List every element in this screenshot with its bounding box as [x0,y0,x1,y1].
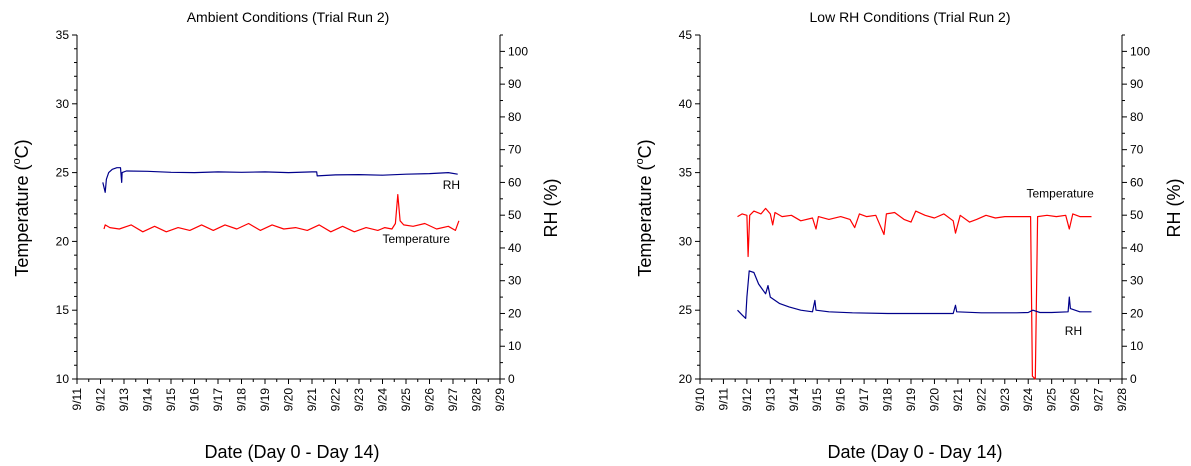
x-tick-label: 9/18 [881,388,895,412]
y-right-tick-label: 70 [508,143,522,157]
x-tick-label: 9/29 [493,388,507,412]
x-tick-label: 9/12 [94,388,108,412]
y-axis-label-left-main: Temperature ( [635,165,655,277]
x-tick-label: 9/19 [258,388,272,412]
x-tick-label: 9/27 [1092,388,1106,412]
x-tick-label: 9/21 [305,388,319,412]
x-tick-label: 9/22 [974,388,988,412]
chart-title: Low RH Conditions (Trial Run 2) [810,9,1011,25]
y-right-tick-label: 60 [1130,175,1144,189]
series-annotation: RH [1065,324,1082,338]
y-right-tick-label: 30 [1130,274,1144,288]
plot-frame [699,35,1123,380]
x-tick-label: 9/25 [399,388,413,412]
x-tick-label: 9/24 [1021,388,1035,412]
x-axis-label: Date (Day 0 - Day 14) [204,442,379,462]
y-right-tick-label: 20 [1130,306,1144,320]
x-tick-label: 9/22 [329,388,343,412]
y-left-tick-label: 30 [56,97,70,111]
x-tick-label: 9/16 [188,388,202,412]
x-tick-label: 9/14 [787,388,801,412]
y-right-tick-label: 100 [508,44,528,58]
y-right-tick-label: 10 [1130,339,1144,353]
x-tick-label: 9/23 [352,388,366,412]
y-left-tick-label: 30 [679,234,693,248]
y-right-tick-label: 0 [1130,372,1137,386]
x-tick-label: 9/13 [117,388,131,412]
x-tick-label: 9/12 [740,388,754,412]
series-annotation: Temperature [1026,186,1094,200]
series-line-rh [737,270,1092,319]
x-tick-label: 9/21 [951,388,965,412]
x-tick-label: 9/11 [70,388,84,411]
series-line-rh [102,167,458,193]
x-tick-label: 9/13 [763,388,777,412]
y-axis-label-right: RH (%) [541,179,561,238]
y-right-tick-label: 100 [1130,44,1150,58]
x-tick-label: 9/14 [141,388,155,412]
x-tick-label: 9/15 [164,388,178,412]
x-tick-label: 9/11 [716,388,730,411]
y-axis-label-left-tail: C) [635,139,655,158]
x-tick-label: 9/16 [834,388,848,412]
x-tick-label: 9/17 [211,388,225,412]
x-tick-label: 9/24 [376,388,390,412]
x-tick-label: 9/17 [857,388,871,412]
y-right-tick-label: 0 [508,372,515,386]
y-left-tick-label: 45 [679,28,693,42]
y-axis-label-left-sup: o [11,158,23,164]
series-annotation: Temperature [383,232,451,246]
y-right-tick-label: 60 [508,175,522,189]
ambient-conditions-chart: Ambient Conditions (Trial Run 2) Date (D… [11,9,561,462]
y-axis-label-left-main: Temperature ( [12,165,32,277]
y-left-tick-label: 25 [679,303,693,317]
x-tick-label: 9/10 [693,388,707,412]
y-left-tick-label: 10 [56,372,70,386]
y-right-tick-label: 40 [508,241,522,255]
y-axis-label-right: RH (%) [1164,179,1184,238]
y-left-tick-label: 20 [679,372,693,386]
y-axis-label-left-tail: C) [12,139,32,158]
x-tick-label: 9/15 [810,388,824,412]
x-tick-label: 9/19 [904,388,918,412]
x-tick-label: 9/20 [927,388,941,412]
y-right-tick-label: 20 [508,306,522,320]
y-left-tick-label: 35 [56,28,70,42]
series-annotation: RH [443,178,460,192]
y-left-tick-label: 35 [679,166,693,180]
series-line-temperature [737,207,1092,380]
y-right-tick-label: 90 [1130,77,1144,91]
y-axis-label-left: Temperature (oC) [11,139,32,276]
y-left-tick-label: 20 [56,234,70,248]
x-axis-label: Date (Day 0 - Day 14) [827,442,1002,462]
x-tick-label: 9/28 [1115,388,1129,412]
y-right-tick-label: 80 [508,110,522,124]
x-tick-label: 9/27 [446,388,460,412]
y-axis-label-left: Temperature (oC) [634,139,655,276]
x-tick-label: 9/20 [282,388,296,412]
x-tick-label: 9/26 [423,388,437,412]
y-right-tick-label: 30 [508,274,522,288]
y-right-tick-label: 70 [1130,143,1144,157]
y-left-tick-label: 40 [679,97,693,111]
x-tick-label: 9/26 [1068,388,1082,412]
y-right-tick-label: 80 [1130,110,1144,124]
y-right-tick-label: 40 [1130,241,1144,255]
low-rh-conditions-chart: Low RH Conditions (Trial Run 2) Date (Da… [634,9,1184,462]
x-tick-label: 9/18 [235,388,249,412]
plot-frame [76,35,501,380]
y-right-tick-label: 50 [1130,208,1144,222]
y-right-tick-label: 90 [508,77,522,91]
y-axis-label-left-sup: o [634,158,646,164]
y-right-tick-label: 10 [508,339,522,353]
x-tick-label: 9/23 [998,388,1012,412]
chart-title: Ambient Conditions (Trial Run 2) [187,9,390,25]
series-line-temperature [103,194,460,233]
y-right-tick-label: 50 [508,208,522,222]
x-tick-label: 9/28 [470,388,484,412]
y-left-tick-label: 15 [56,303,70,317]
x-tick-label: 9/25 [1045,388,1059,412]
y-left-tick-label: 25 [56,166,70,180]
